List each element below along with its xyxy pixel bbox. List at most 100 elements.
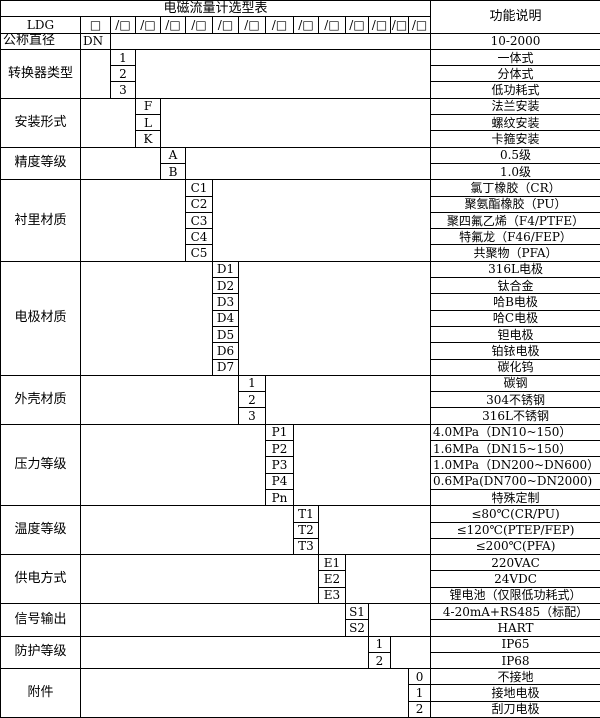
group-label: 温度等级 — [1, 506, 81, 555]
group-label: 衬里材质 — [1, 180, 81, 261]
option-desc: 哈C电极 — [431, 310, 600, 326]
option-code: C4 — [186, 229, 213, 245]
blank-cell — [81, 424, 266, 505]
option-code: 1 — [409, 685, 431, 701]
blank-cell — [81, 180, 186, 261]
option-desc: 哈B电极 — [431, 294, 600, 310]
blank-cell — [369, 603, 431, 636]
code-box: /□ — [409, 17, 431, 33]
code-box: /□ — [161, 17, 186, 33]
option-code: E2 — [319, 571, 346, 587]
option-desc: 分体式 — [431, 66, 600, 82]
blank-cell — [81, 603, 346, 636]
group-label: 压力等级 — [1, 424, 81, 505]
option-code: C1 — [186, 180, 213, 196]
option-code: P4 — [266, 473, 294, 489]
option-desc: IP68 — [431, 652, 600, 668]
option-desc: 铂铱电极 — [431, 343, 600, 359]
option-code: D6 — [213, 343, 239, 359]
blank-cell — [81, 49, 111, 98]
option-code: D4 — [213, 310, 239, 326]
option-desc: 螺纹安装 — [431, 115, 600, 131]
option-desc: IP65 — [431, 636, 600, 652]
nominal-desc: 10-2000 — [431, 33, 600, 49]
code-box: /□ — [391, 17, 409, 33]
group-label: 供电方式 — [1, 555, 81, 604]
table-title: 电磁流量计选型表 — [1, 1, 431, 17]
option-desc: 碳钢 — [431, 375, 600, 391]
option-code: A — [161, 147, 186, 163]
option-desc: 法兰安装 — [431, 98, 600, 114]
option-code: P2 — [266, 441, 294, 457]
group-label: 附件 — [1, 669, 81, 718]
option-code: D2 — [213, 278, 239, 294]
blank-cell — [81, 98, 136, 147]
code-box: □ — [81, 17, 111, 33]
code-box: /□ — [213, 17, 239, 33]
code-box: /□ — [111, 17, 136, 33]
option-desc: 220VAC — [431, 555, 600, 571]
model-code: LDG — [1, 17, 81, 33]
group-label: 电极材质 — [1, 261, 81, 375]
blank-cell — [81, 636, 369, 669]
option-code: L — [136, 115, 161, 131]
option-desc: 4.0MPa（DN10~150） — [431, 424, 600, 440]
option-desc: ≤200℃(PFA) — [431, 538, 600, 554]
code-box: /□ — [266, 17, 294, 33]
nominal-row: 公称直径 DN 10-2000 — [1, 33, 600, 49]
blank-cell — [213, 180, 431, 261]
option-code: D7 — [213, 359, 239, 375]
option-code: P3 — [266, 457, 294, 473]
blank-cell — [81, 375, 239, 424]
option-code: C3 — [186, 212, 213, 228]
option-desc: 24VDC — [431, 571, 600, 587]
option-code: K — [136, 131, 161, 147]
option-code: 2 — [111, 66, 136, 82]
option-code: S2 — [346, 620, 369, 636]
blank-cell — [319, 506, 431, 555]
option-code: P1 — [266, 424, 294, 440]
option-desc: 一体式 — [431, 49, 600, 65]
option-desc: 特氟龙（F46/FEP） — [431, 229, 600, 245]
option-code: 2 — [369, 652, 391, 668]
option-code: D3 — [213, 294, 239, 310]
option-code: T1 — [294, 506, 319, 522]
option-desc: 聚氨酯橡胶（PU） — [431, 196, 600, 212]
blank-cell — [294, 424, 431, 505]
blank-cell — [81, 147, 161, 180]
option-desc: 低功耗式 — [431, 82, 600, 98]
option-desc: 304不锈钢 — [431, 392, 600, 408]
option-code: C2 — [186, 196, 213, 212]
desc-header: 功能说明 — [431, 1, 600, 34]
group-label: 转换器类型 — [1, 49, 81, 98]
option-desc: 氯丁橡胶（CR） — [431, 180, 600, 196]
option-desc: ≤80℃(CR/PU) — [431, 506, 600, 522]
code-box: /□ — [136, 17, 161, 33]
code-box: /□ — [294, 17, 319, 33]
title-row: 电磁流量计选型表 功能说明 — [1, 1, 600, 17]
group-label: 信号输出 — [1, 603, 81, 636]
option-code: S1 — [346, 603, 369, 619]
blank-cell — [346, 555, 431, 604]
option-code: Pn — [266, 489, 294, 505]
code-box: /□ — [186, 17, 213, 33]
option-code: B — [161, 163, 186, 179]
option-code: 1 — [369, 636, 391, 652]
option-desc: 聚四氟乙烯（F4/PTFE） — [431, 212, 600, 228]
group-label: 安装形式 — [1, 98, 81, 147]
option-desc: 钽电极 — [431, 326, 600, 342]
option-code: 2 — [409, 701, 431, 717]
group-label: 防护等级 — [1, 636, 81, 669]
option-desc: 316L不锈钢 — [431, 408, 600, 424]
option-desc: 碳化钨 — [431, 359, 600, 375]
